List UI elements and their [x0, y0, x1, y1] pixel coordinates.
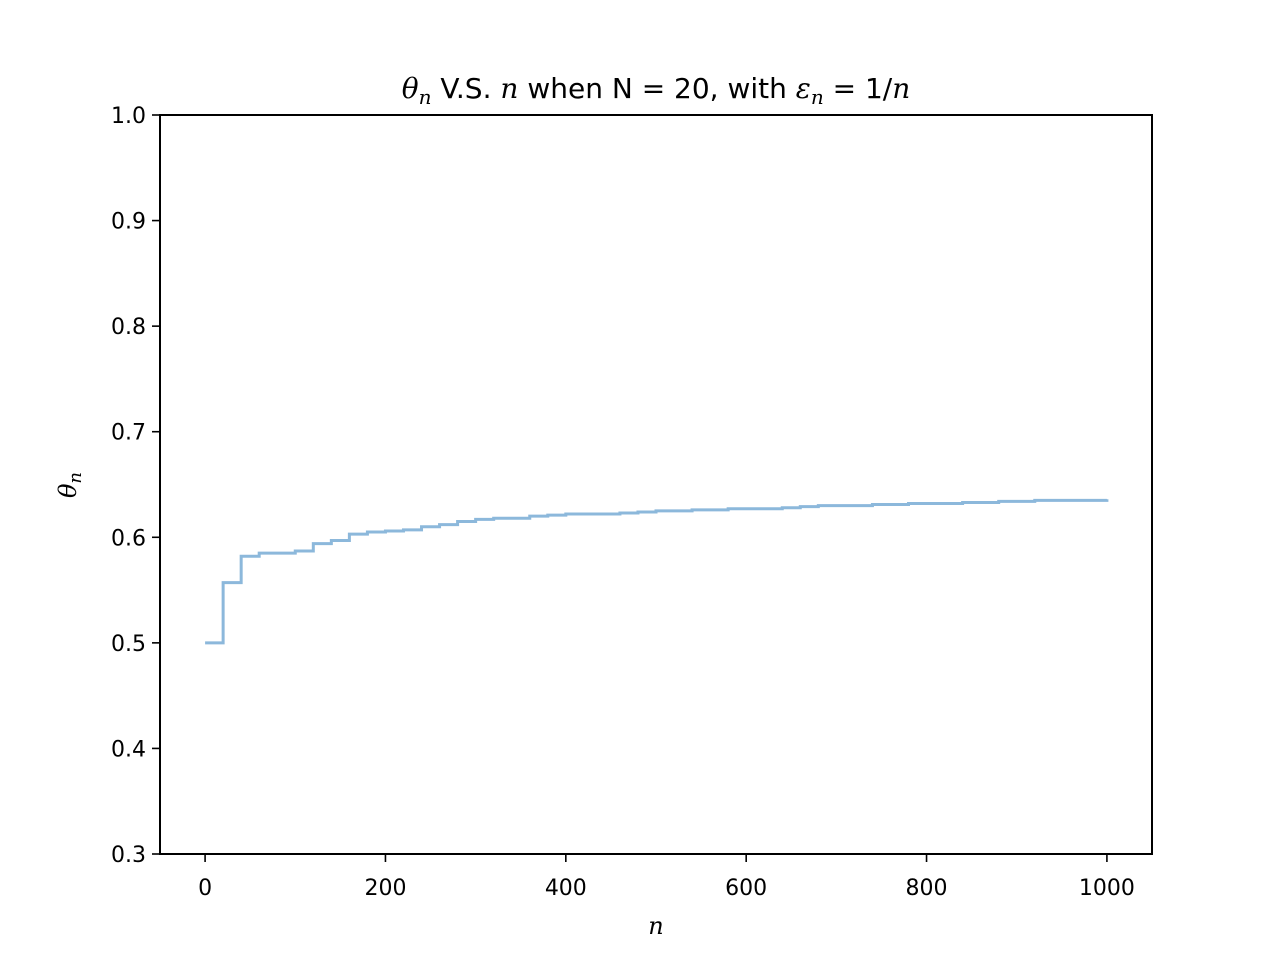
y-axis: 0.3 0.4 0.5 0.6 0.7 0.8 0.9 1.0 — [111, 104, 160, 868]
title-part: V.S. — [431, 72, 500, 105]
y-axis-label-main: θ — [54, 483, 82, 498]
y-tick-label: 0.3 — [111, 843, 146, 868]
x-tick-label: 800 — [906, 876, 948, 901]
plot-frame — [159, 114, 1153, 855]
series-line — [205, 498, 1109, 645]
y-tick-label: 0.9 — [111, 210, 146, 235]
title-part: θ — [402, 72, 419, 105]
title-part: n — [892, 72, 910, 105]
x-axis: 0 200 400 600 800 1000 — [198, 854, 1135, 901]
x-axis-label: n — [648, 912, 663, 940]
y-tick-label: 0.8 — [111, 315, 146, 340]
chart-title: θn V.S. n when N = 20, with εn = 1/n — [402, 72, 911, 109]
title-part: when N = 20, with — [518, 72, 795, 105]
y-tick-label: 0.4 — [111, 737, 146, 762]
y-axis-label: θn — [54, 472, 86, 498]
y-tick-label: 1.0 — [111, 104, 146, 129]
y-tick-label: 0.6 — [111, 526, 146, 551]
y-tick-label: 0.5 — [111, 632, 146, 657]
y-tick-label: 0.7 — [111, 421, 146, 446]
title-part: n — [419, 85, 432, 109]
title-part: n — [811, 85, 824, 109]
x-tick-label: 200 — [364, 876, 406, 901]
x-tick-label: 0 — [198, 876, 212, 901]
x-tick-label: 400 — [545, 876, 587, 901]
x-tick-label: 600 — [725, 876, 767, 901]
y-axis-label-sub: n — [65, 472, 86, 484]
plot-series — [205, 498, 1109, 645]
title-part: ε — [796, 72, 811, 105]
title-part: = 1/ — [824, 72, 893, 105]
x-tick-label: 1000 — [1079, 876, 1135, 901]
title-part: n — [500, 72, 518, 105]
